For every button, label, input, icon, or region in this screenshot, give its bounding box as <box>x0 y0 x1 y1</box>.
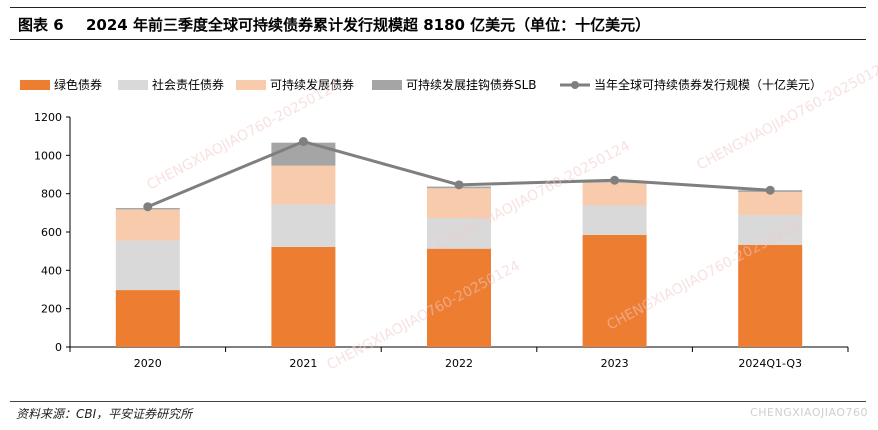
legend-swatch-2 <box>236 80 266 90</box>
figure-header: 图表 6 2024 年前三季度全球可持续债券累计发行规模超 8180 亿美元（单… <box>10 8 866 38</box>
bar-2022-series-2 <box>427 188 491 219</box>
y-tick-label-6: 1200 <box>34 111 62 124</box>
legend-label-3: 可持续发展挂钩债券SLB <box>406 77 537 92</box>
bar-2022-series-1 <box>427 218 491 249</box>
total-issuance-point-3 <box>610 175 620 185</box>
watermark-overlay-2: CHENGXIAOJIAO760-20250124 <box>694 58 878 174</box>
figure-title: 2024 年前三季度全球可持续债券累计发行规模超 8180 亿美元（单位：十亿美… <box>86 16 651 34</box>
x-tick-label-4: 2024Q1-Q3 <box>738 357 802 370</box>
bar-2020-series-0 <box>115 290 180 347</box>
legend-swatch-0 <box>20 80 50 90</box>
figure-label: 图表 6 <box>18 16 64 34</box>
y-tick-label-2: 400 <box>41 264 62 277</box>
y-tick-label-3: 600 <box>41 226 62 239</box>
footer-rule <box>10 401 866 402</box>
bar-2024Q1-Q3-series-0 <box>738 244 803 347</box>
x-tick-label-3: 2023 <box>601 357 629 370</box>
header-bottom-rule <box>10 39 866 40</box>
y-tick-label-5: 1000 <box>34 149 62 162</box>
bar-2020-series-2 <box>115 209 180 241</box>
bar-2024Q1-Q3-series-2 <box>738 191 803 215</box>
bar-2021-series-3 <box>271 142 336 166</box>
total-issuance-point-2 <box>454 180 464 190</box>
bar-2023-series-0 <box>582 234 647 347</box>
watermark-text: CHENGXIAOJIAO760 <box>750 406 868 419</box>
bar-2022-series-0 <box>427 248 491 347</box>
legend-label-1: 社会责任债券 <box>152 77 224 92</box>
total-issuance-point-4 <box>765 185 775 195</box>
bar-2021-series-1 <box>271 204 336 247</box>
legend-label-0: 绿色债券 <box>54 77 102 92</box>
x-tick-label-0: 2020 <box>134 357 162 370</box>
bar-2023-series-1 <box>582 205 647 235</box>
x-tick-label-1: 2021 <box>289 357 317 370</box>
legend-label-line: 当年全球可持续债券发行规模（十亿美元） <box>594 77 822 92</box>
bar-2023-series-2 <box>582 182 647 206</box>
legend-swatch-3 <box>372 80 402 90</box>
total-issuance-point-1 <box>298 137 308 147</box>
bar-2021-series-0 <box>271 246 336 347</box>
legend-line-marker <box>571 81 579 89</box>
bar-group <box>115 142 803 347</box>
total-issuance-point-0 <box>143 202 153 212</box>
chart-legend: 绿色债券 社会责任债券 可持续发展债券 可持续发展挂钩债券SLB 当年全球可持续债券发行… <box>20 77 822 92</box>
source-note: 资料来源：CBI，平安证券研究所 <box>16 407 193 421</box>
watermark-overlay-3: CHENGXIAOJIAO760-20250124 <box>324 258 522 374</box>
bar-2021-series-2 <box>271 165 336 205</box>
y-tick-label-1: 200 <box>41 303 62 316</box>
bar-2020-series-1 <box>115 240 180 291</box>
x-tick-label-2: 2022 <box>445 357 473 370</box>
legend-label-2: 可持续发展债券 <box>270 77 354 92</box>
bar-2024Q1-Q3-series-1 <box>738 214 803 245</box>
stacked-bar-chart: 绿色债券 社会责任债券 可持续发展债券 可持续发展挂钩债券SLB 当年全球可持续债券发行… <box>20 58 878 374</box>
y-tick-label-4: 800 <box>41 188 62 201</box>
y-tick-label-0: 0 <box>55 341 62 354</box>
legend-swatch-1 <box>118 80 148 90</box>
header-top-rule <box>10 7 866 8</box>
